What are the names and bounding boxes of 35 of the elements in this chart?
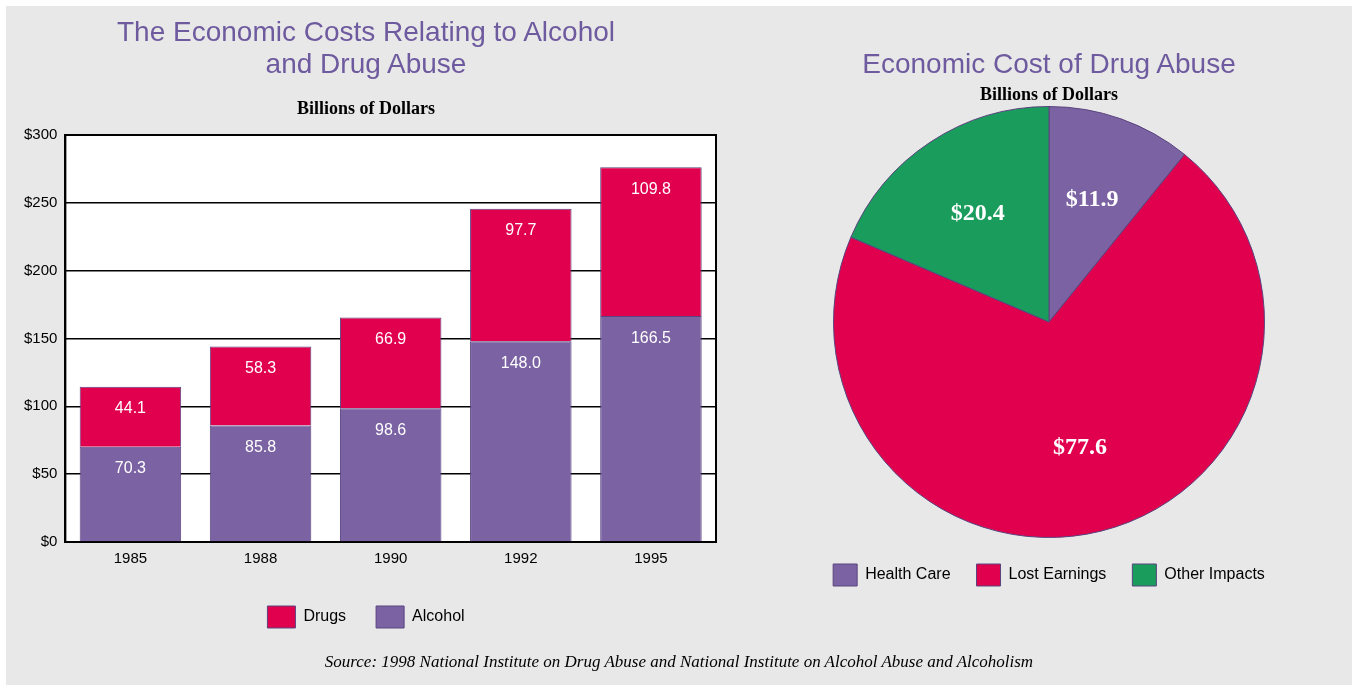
y-tick-label: $150 [23,328,58,346]
data-label: $20.4 [950,199,1005,226]
x-tick-label: 1992 [504,549,538,567]
legend-label: Drugs [303,607,347,625]
x-tick-label: 1990 [374,549,408,567]
y-tick-label: $300 [23,125,58,143]
source-note: Source: 1998 National Institute on Drug Abuse and National Institute on Alcohol Abuse and Alcoholism [323,652,1035,672]
y-tick-label: $250 [23,192,58,210]
x-tick-label: 1995 [634,549,668,567]
chart-subtitle: Billions of Dollars [296,98,436,119]
chart-title: Economic Cost of Drug Abuse [861,48,1237,80]
x-tick-label: 1988 [243,549,278,567]
data-label: 70.3 [114,459,147,477]
legend-label: Lost Earnings [1008,565,1107,583]
data-label: 97.7 [505,221,537,239]
data-label: 109.8 [630,179,672,197]
legend-label: Health Care [865,565,951,583]
data-label: 66.9 [375,329,407,347]
chart-subtitle: Billions of Dollars [979,84,1119,105]
chart-title: The Economic Costs Relating to Alcohol and Drug Abuse [116,16,616,80]
data-label: 98.6 [375,420,407,438]
y-tick-label: $0 [40,532,58,550]
data-label: $11.9 [1065,185,1119,212]
legend-label: Alcohol [412,607,465,625]
data-label: $77.6 [1053,432,1108,459]
data-label: 166.5 [630,328,672,346]
x-tick-label: 1985 [113,549,148,567]
legend-label: Other Impacts [1164,565,1265,583]
data-label: 58.3 [244,358,277,376]
y-tick-label: $100 [23,396,58,414]
data-label: 148.0 [500,353,541,371]
data-label: 85.8 [244,438,277,455]
data-label: 44.1 [114,399,147,417]
y-tick-label: $50 [32,464,58,482]
y-tick-label: $200 [23,260,58,278]
